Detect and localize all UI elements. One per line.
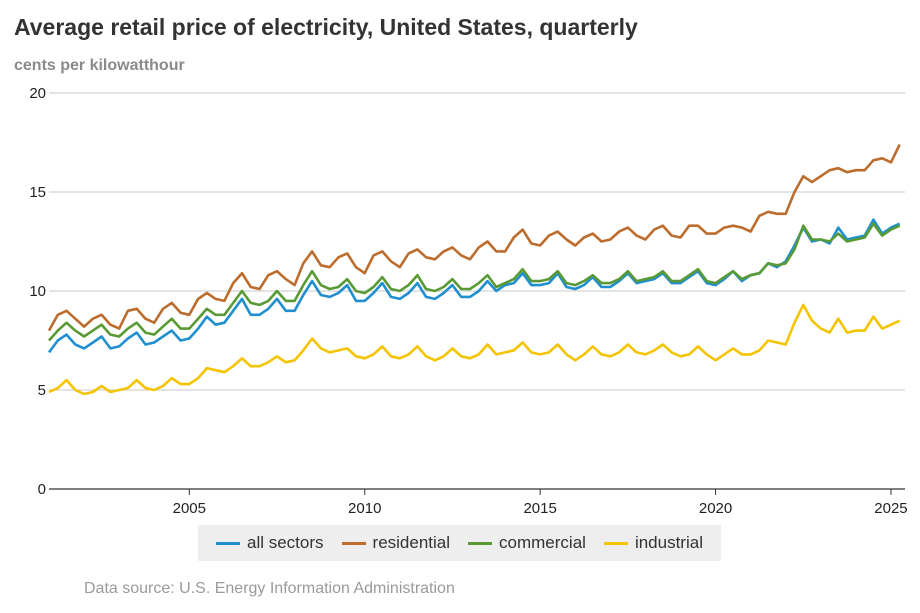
legend-swatch-all-sectors (216, 541, 240, 545)
series-line-residential (47, 143, 901, 332)
legend-swatch-commercial (468, 541, 493, 545)
y-tick-label-0: 0 (38, 481, 46, 498)
legend-item-all-sectors[interactable]: all sectors (216, 533, 324, 553)
y-tick-labels: 0 5 10 15 20 (29, 85, 46, 498)
x-tick-label-2025: 2025 (874, 500, 907, 517)
x-tick-label-2020: 2020 (699, 500, 732, 517)
x-tick-label-2005: 2005 (173, 500, 206, 517)
y-tick-label-10: 10 (29, 283, 46, 300)
x-axis-ticks: 2005 2010 2015 2020 2025 (173, 489, 908, 517)
x-tick-label-2010: 2010 (348, 500, 381, 517)
x-tick-label-2015: 2015 (523, 500, 556, 517)
legend-label-commercial: commercial (499, 533, 586, 552)
legend: all sectors residential commercial indus… (198, 525, 721, 561)
chart-title: Average retail price of electricity, Uni… (14, 14, 638, 40)
y-tick-label-20: 20 (29, 85, 46, 102)
y-tick-label-5: 5 (38, 382, 46, 399)
legend-item-residential[interactable]: residential (341, 533, 451, 553)
legend-swatch-residential (341, 541, 366, 545)
legend-label-residential: residential (372, 533, 451, 552)
y-grid (49, 92, 905, 391)
chart-subtitle: cents per kilowatthour (14, 57, 185, 74)
y-tick-label-15: 15 (29, 184, 46, 201)
series-line-commercial (48, 222, 901, 342)
legend-item-commercial[interactable]: commercial (468, 533, 586, 553)
legend-item-industrial[interactable]: industrial (603, 533, 703, 553)
legend-label-all-sectors: all sectors (247, 533, 324, 552)
legend-swatch-industrial (603, 541, 628, 545)
series-lines (47, 143, 901, 396)
series-line-industrial (48, 303, 901, 396)
data-source-note: Data source: U.S. Energy Information Adm… (84, 580, 455, 597)
legend-label-industrial: industrial (634, 533, 703, 552)
